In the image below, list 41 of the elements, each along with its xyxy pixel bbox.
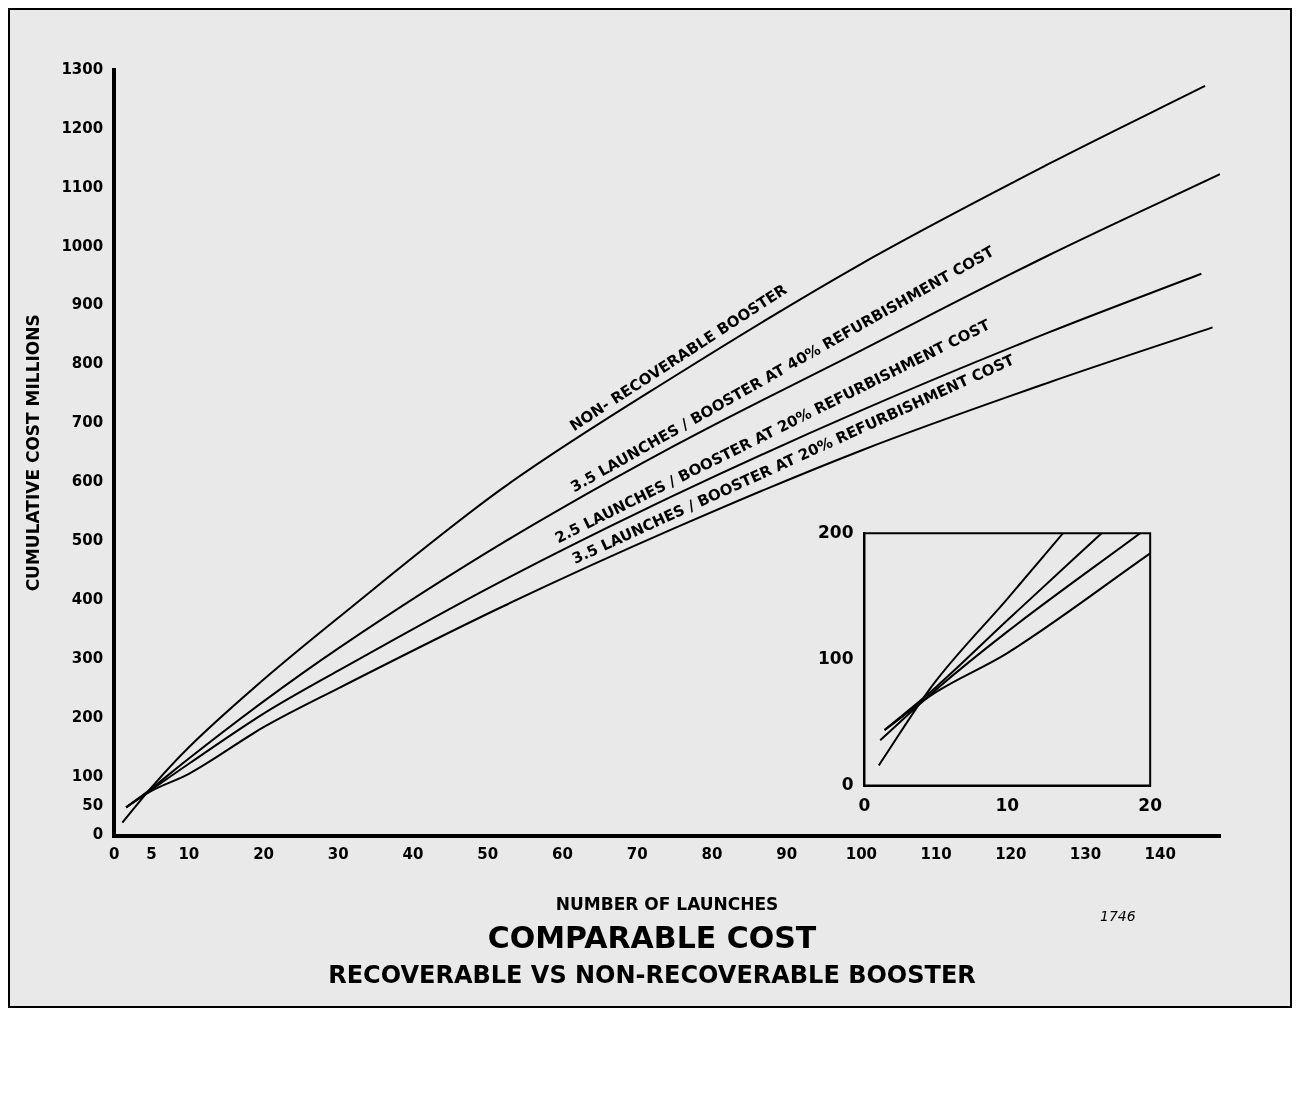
x-axis-title: NUMBER OF LAUNCHES bbox=[555, 894, 779, 915]
x-tick-label: 30 bbox=[327, 845, 349, 864]
x-tick-label: 50 bbox=[477, 845, 499, 864]
y-tick-label: 1100 bbox=[61, 177, 104, 196]
text: RECOVERABLE VS NON-RECOVERABLE BOOSTER bbox=[327, 961, 977, 989]
x-tick-label: 40 bbox=[402, 845, 424, 864]
y-tick-label: 900 bbox=[71, 295, 104, 314]
x-tick-label: 60 bbox=[552, 845, 573, 864]
y-tick-label: 1200 bbox=[61, 118, 104, 137]
x-tick-label: 10 bbox=[995, 795, 1020, 816]
x-tick-label: 20 bbox=[253, 845, 275, 864]
y-tick-label: 200 bbox=[71, 707, 104, 726]
x-tick-label: 90 bbox=[776, 845, 798, 864]
x-tick-label: 80 bbox=[701, 845, 723, 864]
y-tick-label: 100 bbox=[817, 647, 854, 668]
text: 1746 bbox=[1100, 908, 1136, 924]
x-tick-label: 130 bbox=[1069, 845, 1102, 864]
y-tick-label: 600 bbox=[71, 472, 104, 491]
y-tick-label: 1000 bbox=[61, 236, 104, 255]
x-tick-label: 0 bbox=[108, 845, 120, 864]
x-tick-label: 70 bbox=[626, 845, 648, 864]
y-tick-label: 0 bbox=[841, 774, 854, 795]
x-tick-label: 100 bbox=[845, 845, 877, 864]
text: COMPARABLE COST bbox=[487, 920, 817, 955]
y-tick-label: 0 bbox=[92, 825, 104, 844]
x-tick-label: 10 bbox=[178, 845, 200, 864]
y-tick-label: 400 bbox=[71, 589, 104, 608]
x-tick-label: 120 bbox=[995, 845, 1027, 864]
y-tick-label: 300 bbox=[71, 648, 104, 667]
y-tick-label: 200 bbox=[817, 521, 854, 542]
x-tick-label: 140 bbox=[1144, 845, 1176, 864]
x-tick-label: 5 bbox=[146, 845, 157, 864]
y-tick-label: 500 bbox=[71, 531, 104, 550]
x-tick-label: 20 bbox=[1138, 795, 1163, 816]
x-tick-label: 110 bbox=[920, 845, 952, 864]
x-tick-label: 0 bbox=[858, 795, 871, 816]
y-tick-label: 100 bbox=[71, 766, 104, 785]
y-tick-label: 800 bbox=[71, 354, 104, 373]
y-axis-title: CUMULATIVE COST MILLIONS bbox=[22, 314, 43, 592]
y-tick-label: 1300 bbox=[61, 59, 104, 78]
y-tick-label: 700 bbox=[71, 413, 104, 432]
